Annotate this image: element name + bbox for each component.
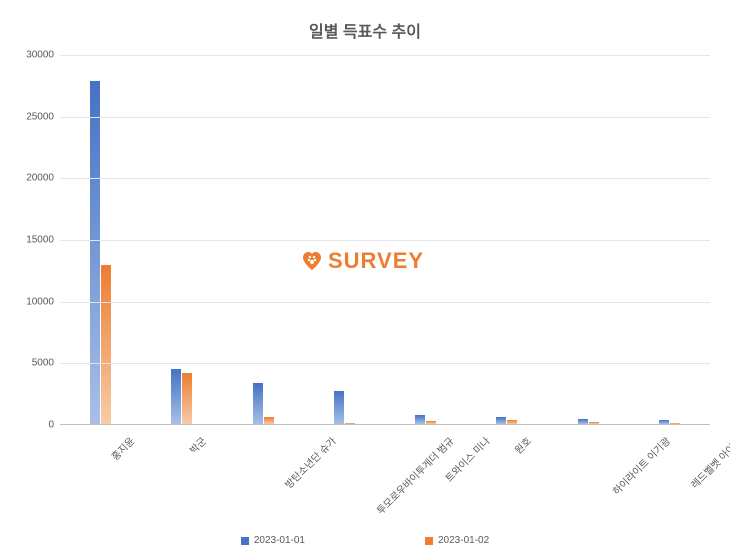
legend-label: 2023-01-02: [438, 535, 489, 546]
watermark-text: SURVEY: [328, 248, 424, 274]
bar: [101, 265, 111, 424]
y-tick-label: 0: [4, 420, 54, 431]
legend: 2023-01-01 2023-01-02: [0, 535, 730, 546]
gridline: [60, 302, 710, 303]
legend-swatch: [241, 537, 249, 545]
y-tick-label: 5000: [4, 358, 54, 369]
bar: [90, 81, 100, 424]
legend-item: 2023-01-02: [425, 535, 489, 546]
bar: [171, 369, 181, 425]
x-tick-label: 홍지윤: [107, 433, 137, 463]
bar: [496, 417, 506, 424]
gridline: [60, 55, 710, 56]
gridline: [60, 178, 710, 179]
survey-watermark: SURVEY: [300, 248, 424, 274]
bar: [415, 415, 425, 424]
bar: [589, 422, 599, 424]
gridline: [60, 363, 710, 364]
bar: [182, 373, 192, 424]
gridline: [60, 117, 710, 118]
legend-swatch: [425, 537, 433, 545]
chart-title: 일별 득표수 추이: [0, 18, 730, 42]
bar: [659, 420, 669, 424]
bar: [578, 419, 588, 424]
y-tick-label: 15000: [4, 235, 54, 246]
y-tick-label: 10000: [4, 296, 54, 307]
bar: [264, 417, 274, 424]
bar: [334, 391, 344, 424]
bar: [670, 423, 680, 424]
x-tick-label: 방탄소년단 슈가: [281, 433, 339, 491]
bar: [426, 421, 436, 424]
legend-label: 2023-01-01: [254, 535, 305, 546]
x-tick-label: 박군: [185, 433, 209, 457]
bar: [507, 420, 517, 424]
chart-container: 일별 득표수 추이 SURVEY 2023-01-01 2023-01-02 0 5…: [0, 0, 730, 556]
y-tick-label: 20000: [4, 173, 54, 184]
x-tick-label: 하이라이트 이기광: [608, 433, 673, 498]
x-tick-label: 레드벨벳 아이린: [687, 433, 730, 491]
bar: [253, 383, 263, 424]
y-tick-label: 25000: [4, 111, 54, 122]
heart-icon: [300, 249, 324, 273]
bar: [345, 423, 355, 424]
gridline: [60, 240, 710, 241]
x-tick-label: 원호: [510, 433, 534, 457]
y-tick-label: 30000: [4, 50, 54, 61]
plot-area: [60, 55, 710, 425]
legend-item: 2023-01-01: [241, 535, 305, 546]
